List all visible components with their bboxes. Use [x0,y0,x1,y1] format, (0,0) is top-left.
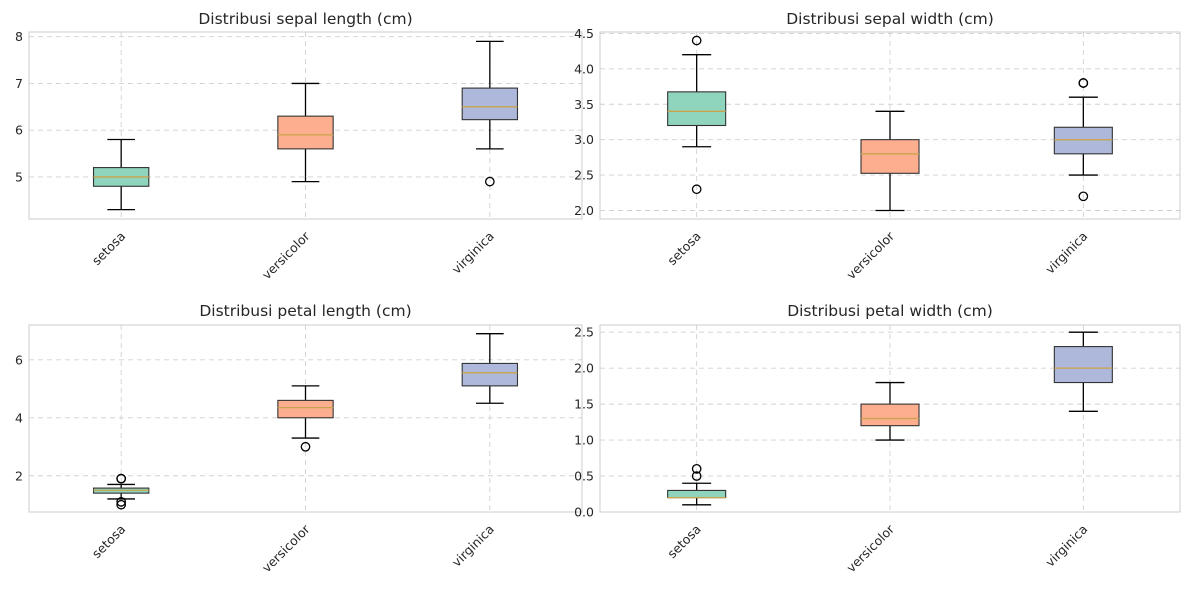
plot-frame [599,31,1181,220]
subplot-title: Distribusi sepal width (cm) [786,10,994,28]
y-tick-label: 8 [15,29,23,44]
y-tick-label: 0.5 [574,469,594,484]
box-versicolor [277,385,334,452]
plot-frame [28,324,583,513]
box-setosa [667,463,727,506]
y-tick-label: 4 [15,410,23,425]
subplot-title: Distribusi sepal length (cm) [198,10,412,28]
y-tick-label: 3.5 [574,97,594,112]
box-setosa [92,473,150,510]
y-tick-label: 6 [15,352,23,367]
y-tick-label: 2.0 [574,361,594,376]
outlier-point [691,471,702,481]
iqr-box [860,403,920,427]
outlier-point [1078,191,1089,202]
y-tick-label: 7 [15,76,23,91]
outlier-point [1078,78,1089,88]
box-virginica [1053,331,1113,412]
outlier-point [691,463,702,474]
plot-frame [28,31,583,220]
iqr-box [277,115,334,150]
y-tick-label: 0.0 [574,505,594,520]
box-virginica [461,40,519,187]
box-setosa [92,138,150,211]
y-tick-label: 2.5 [574,168,594,183]
box-versicolor [860,381,920,441]
outlier-point [300,441,311,452]
outlier-point [116,499,127,510]
y-tick-label: 4.5 [574,26,594,41]
y-tick-label: 6 [15,123,23,138]
plot-frame [599,324,1181,513]
y-tick-label: 4.0 [574,61,594,76]
subplot-title: Distribusi petal width (cm) [787,302,993,320]
box-setosa [667,35,727,195]
iqr-box [277,399,334,419]
y-tick-label: 2.5 [574,325,594,340]
y-tick-label: 3.0 [574,132,594,147]
box-virginica [461,333,519,404]
outlier-point [116,497,127,507]
box-virginica [1053,78,1113,202]
y-tick-label: 1.0 [574,433,594,448]
y-tick-label: 5 [15,169,23,184]
iqr-box [667,91,727,127]
outlier-point [691,184,702,195]
y-tick-label: 1.5 [574,397,594,412]
outlier-point [484,176,495,187]
box-versicolor [860,110,920,212]
outlier-point [116,473,127,484]
y-tick-label: 2.0 [574,203,594,218]
iqr-box [860,139,920,174]
subplot-title: Distribusi petal length (cm) [199,302,411,320]
iqr-box [1053,126,1113,155]
iqr-box [667,489,727,499]
iqr-box [1053,346,1113,384]
outlier-point [691,35,702,46]
box-versicolor [277,82,334,183]
iqr-box [461,87,519,121]
y-tick-label: 2 [15,468,23,483]
iqr-box [461,362,519,387]
